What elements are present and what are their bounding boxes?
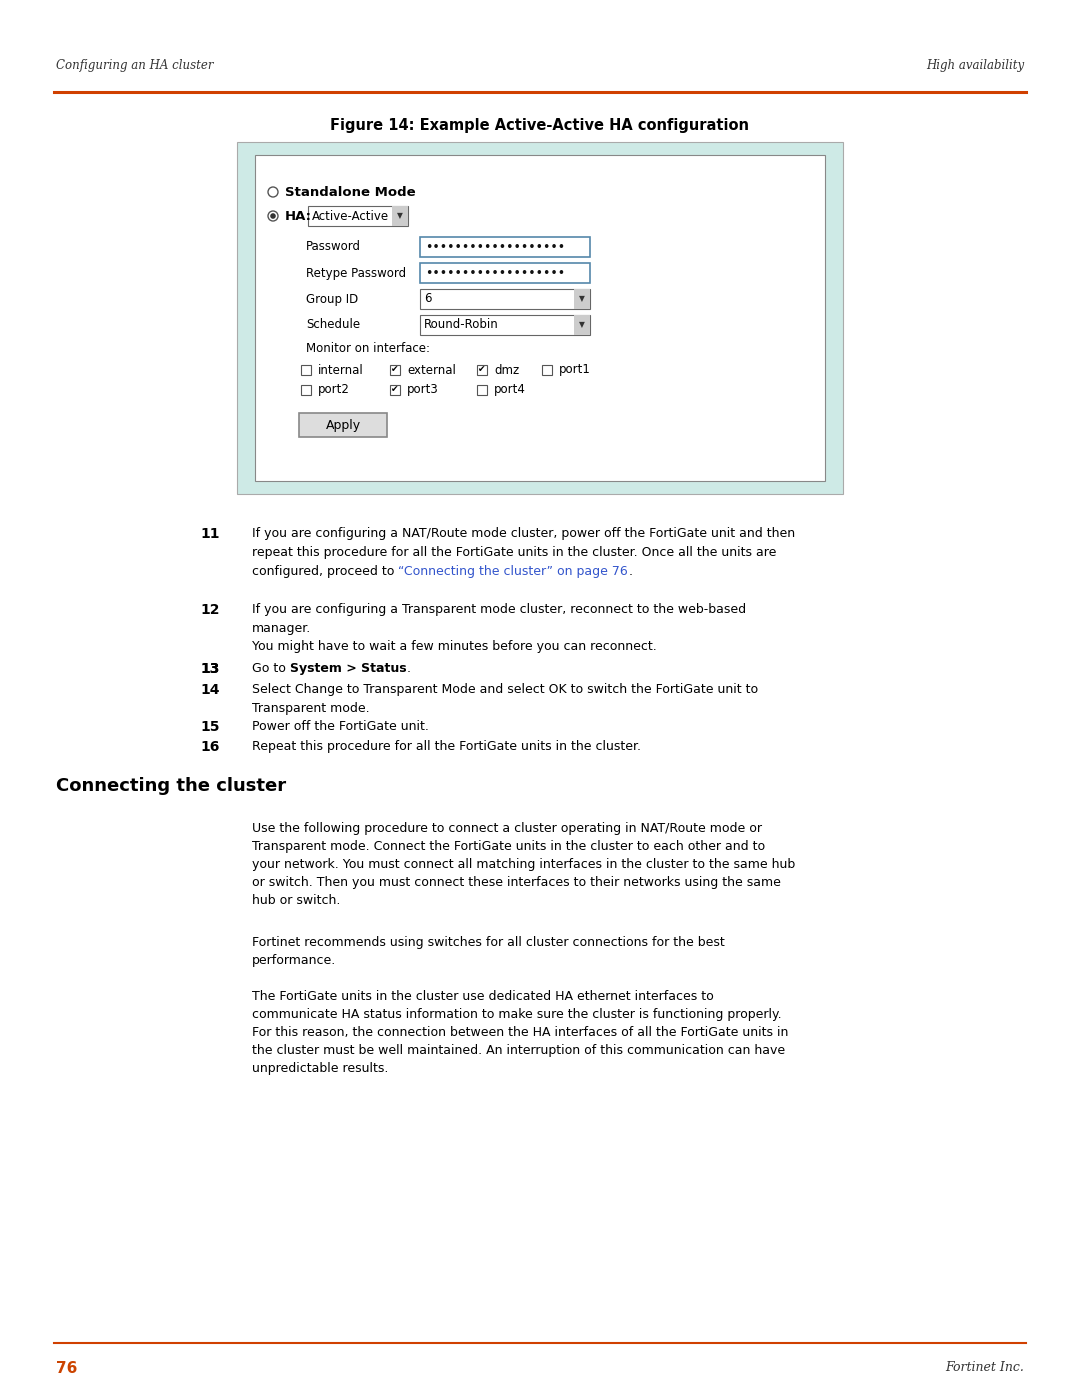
Text: Apply: Apply xyxy=(325,419,361,432)
Text: Group ID: Group ID xyxy=(306,292,359,306)
Text: 15: 15 xyxy=(200,719,219,733)
Text: Transparent mode. Connect the FortiGate units in the cluster to each other and t: Transparent mode. Connect the FortiGate … xyxy=(252,840,765,854)
Text: 13: 13 xyxy=(200,662,219,676)
Text: •••••••••••••••••••: ••••••••••••••••••• xyxy=(426,267,565,279)
Bar xyxy=(573,289,590,309)
Text: For this reason, the connection between the HA interfaces of all the FortiGate u: For this reason, the connection between … xyxy=(252,1025,788,1039)
Text: ✔: ✔ xyxy=(391,365,399,374)
Text: Active-Active: Active-Active xyxy=(312,210,389,222)
Text: ▼: ▼ xyxy=(397,211,403,221)
Circle shape xyxy=(270,214,275,219)
Text: port1: port1 xyxy=(559,363,591,377)
Bar xyxy=(542,365,552,374)
Text: 16: 16 xyxy=(200,740,219,754)
Text: dmz: dmz xyxy=(494,363,519,377)
FancyBboxPatch shape xyxy=(299,414,387,437)
Text: communicate HA status information to make sure the cluster is functioning proper: communicate HA status information to mak… xyxy=(252,1009,782,1021)
Text: Repeat this procedure for all the FortiGate units in the cluster.: Repeat this procedure for all the FortiG… xyxy=(252,740,642,753)
Text: Connecting the cluster: Connecting the cluster xyxy=(56,777,286,795)
Bar xyxy=(308,205,408,226)
Text: ✔: ✔ xyxy=(391,386,399,394)
Text: Transparent mode.: Transparent mode. xyxy=(252,703,369,715)
Text: Retype Password: Retype Password xyxy=(306,267,406,279)
Text: 6: 6 xyxy=(424,292,432,306)
Bar xyxy=(420,289,590,309)
Text: ✔: ✔ xyxy=(478,365,486,374)
Text: or switch. Then you must connect these interfaces to their networks using the sa: or switch. Then you must connect these i… xyxy=(252,876,781,888)
Bar xyxy=(390,365,400,374)
Text: Go to: Go to xyxy=(252,662,289,675)
Bar xyxy=(392,205,408,226)
Text: Select Change to Transparent Mode and select OK to switch the FortiGate unit to: Select Change to Transparent Mode and se… xyxy=(252,683,758,696)
Text: port4: port4 xyxy=(494,384,526,397)
Bar xyxy=(390,386,400,395)
Text: If you are configuring a NAT/Route mode cluster, power off the FortiGate unit an: If you are configuring a NAT/Route mode … xyxy=(252,527,795,541)
Text: Power off the FortiGate unit.: Power off the FortiGate unit. xyxy=(252,719,429,733)
Text: Standalone Mode: Standalone Mode xyxy=(285,186,416,198)
Bar xyxy=(237,142,843,495)
Text: 76: 76 xyxy=(56,1361,78,1376)
Bar xyxy=(301,365,311,374)
Text: .: . xyxy=(406,662,410,675)
Bar xyxy=(573,314,590,335)
Text: performance.: performance. xyxy=(252,954,336,967)
Text: Fortinet recommends using switches for all cluster connections for the best: Fortinet recommends using switches for a… xyxy=(252,936,725,949)
Text: your network. You must connect all matching interfaces in the cluster to the sam: your network. You must connect all match… xyxy=(252,858,795,870)
Text: configured, proceed to: configured, proceed to xyxy=(252,564,399,578)
Text: If you are configuring a Transparent mode cluster, reconnect to the web-based: If you are configuring a Transparent mod… xyxy=(252,604,746,616)
Text: You might have to wait a few minutes before you can reconnect.: You might have to wait a few minutes bef… xyxy=(252,640,657,652)
Bar xyxy=(477,386,487,395)
Text: hub or switch.: hub or switch. xyxy=(252,894,340,907)
Text: Round-Robin: Round-Robin xyxy=(424,319,499,331)
Text: Use the following procedure to connect a cluster operating in NAT/Route mode or: Use the following procedure to connect a… xyxy=(252,821,762,835)
Text: System > Status: System > Status xyxy=(289,662,406,675)
Text: .: . xyxy=(629,564,632,578)
Text: port2: port2 xyxy=(318,384,350,397)
Bar xyxy=(255,155,825,481)
Text: High availability: High availability xyxy=(926,59,1024,73)
Text: “Connecting the cluster” on page 76: “Connecting the cluster” on page 76 xyxy=(399,564,629,578)
Bar xyxy=(420,263,590,284)
Text: ▼: ▼ xyxy=(579,320,585,330)
Text: •••••••••••••••••••: ••••••••••••••••••• xyxy=(426,240,565,253)
Bar xyxy=(477,365,487,374)
Text: external: external xyxy=(407,363,456,377)
Text: 14: 14 xyxy=(200,683,219,697)
Text: unpredictable results.: unpredictable results. xyxy=(252,1062,389,1076)
Text: Fortinet Inc.: Fortinet Inc. xyxy=(945,1361,1024,1375)
Text: 13: 13 xyxy=(200,662,219,676)
Text: Password: Password xyxy=(306,240,361,253)
Text: repeat this procedure for all the FortiGate units in the cluster. Once all the u: repeat this procedure for all the FortiG… xyxy=(252,546,777,559)
Text: HA:: HA: xyxy=(285,210,312,222)
Text: 11: 11 xyxy=(200,527,219,541)
Text: port3: port3 xyxy=(407,384,438,397)
Text: ▼: ▼ xyxy=(579,295,585,303)
Bar xyxy=(420,314,590,335)
Text: Monitor on interface:: Monitor on interface: xyxy=(306,342,430,355)
Text: Configuring an HA cluster: Configuring an HA cluster xyxy=(56,59,214,73)
Text: Schedule: Schedule xyxy=(306,319,360,331)
Text: manager.: manager. xyxy=(252,622,311,636)
Bar xyxy=(420,237,590,257)
Text: 12: 12 xyxy=(200,604,219,617)
Bar xyxy=(301,386,311,395)
Text: The FortiGate units in the cluster use dedicated HA ethernet interfaces to: The FortiGate units in the cluster use d… xyxy=(252,990,714,1003)
Text: the cluster must be well maintained. An interruption of this communication can h: the cluster must be well maintained. An … xyxy=(252,1044,785,1058)
Text: Figure 14: Example Active-Active HA configuration: Figure 14: Example Active-Active HA conf… xyxy=(330,117,750,133)
Text: internal: internal xyxy=(318,363,364,377)
